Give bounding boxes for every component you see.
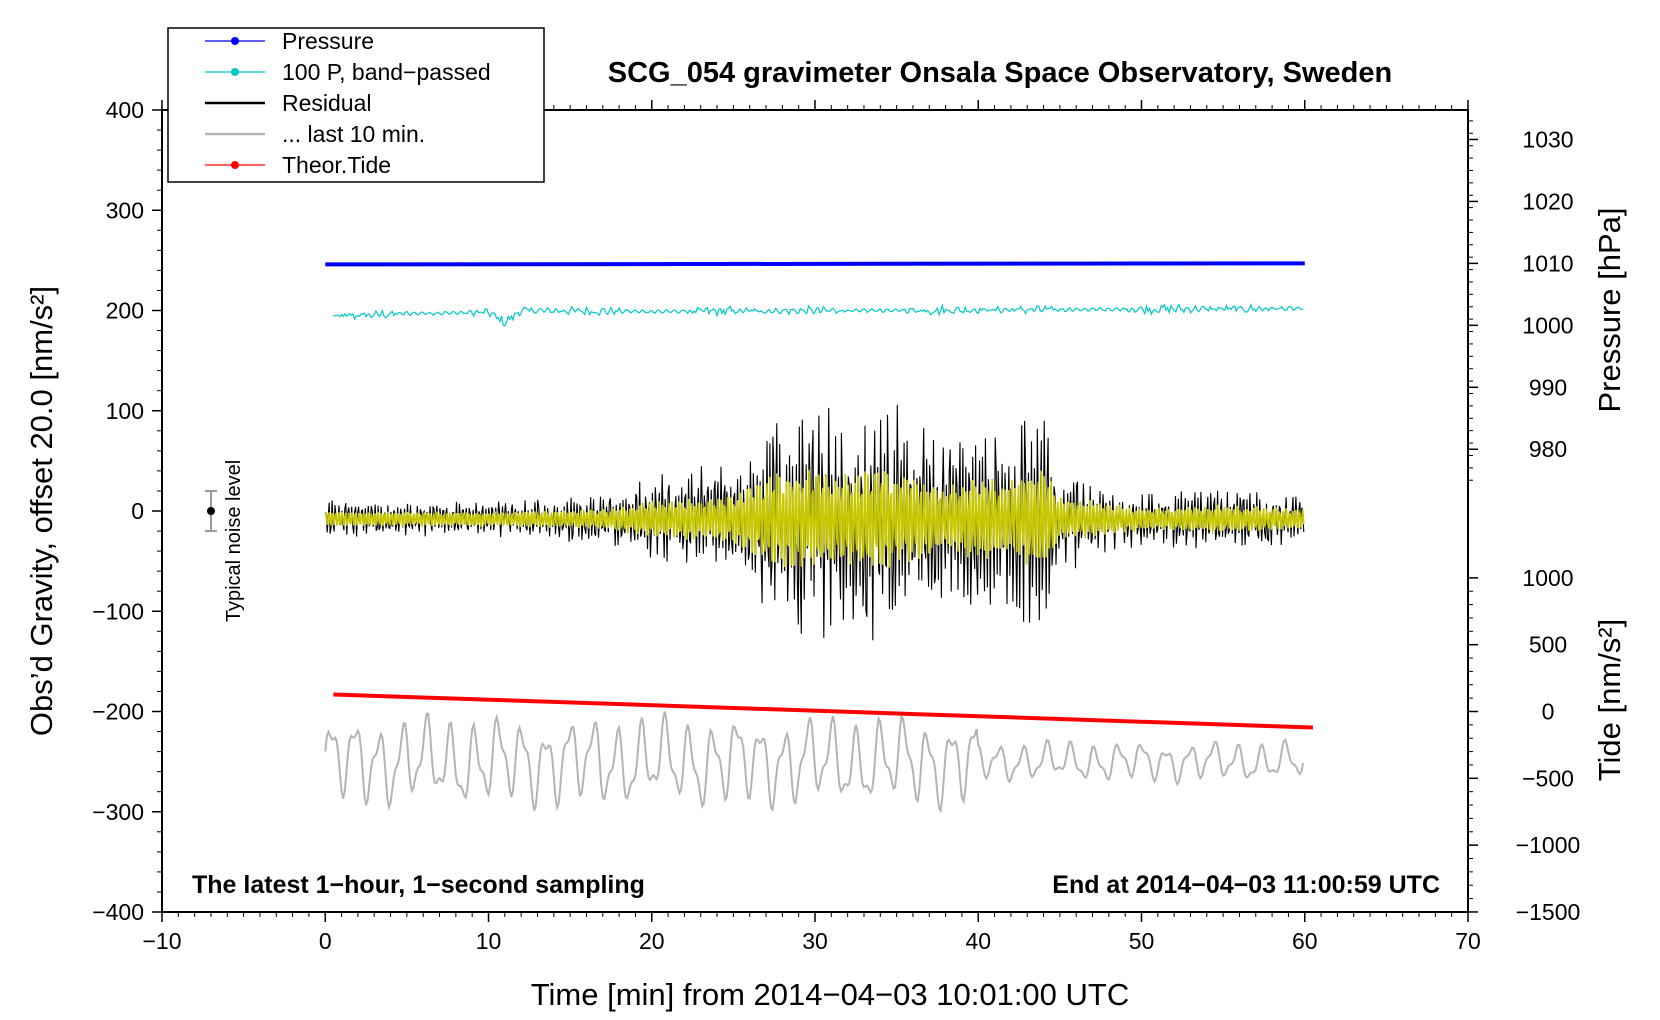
x-tick-label: 0 xyxy=(319,928,332,954)
y-tick-label: 100 xyxy=(106,398,144,424)
noise-marker: Typical noise level xyxy=(204,460,245,622)
x-tick-label: 70 xyxy=(1455,928,1481,954)
series-last-10-min xyxy=(324,711,1305,814)
y-tick-label: 400 xyxy=(106,97,144,123)
y-tick-label: −200 xyxy=(92,699,144,725)
legend-marker xyxy=(231,68,239,76)
y-tick-label: −400 xyxy=(92,899,144,925)
noise-label: Typical noise level xyxy=(223,460,245,622)
y-axis-title-pressure: Pressure [hPa] xyxy=(1592,207,1627,412)
series-residual-filtered xyxy=(324,469,1305,568)
axis-ticks: −10 0 10 20 30 40 50 60 70−400−300−200−100010020… xyxy=(92,97,1580,954)
x-tick-label: 20 xyxy=(639,928,665,954)
y-tick-label: 300 xyxy=(106,197,144,223)
y-tick-label: 0 xyxy=(131,498,144,524)
pressure-tick-label: 990 xyxy=(1529,374,1567,400)
legend-label: 100 P, band−passed xyxy=(282,59,491,85)
tide-tick-label: 500 xyxy=(1529,632,1567,658)
x-tick-label: 50 xyxy=(1129,928,1155,954)
x-tick-label: −10 xyxy=(142,928,181,954)
y-tick-label: −100 xyxy=(92,598,144,624)
pressure-tick-label: 1030 xyxy=(1522,126,1573,152)
legend: Pressure 100 P, band−passed Residual ... la… xyxy=(167,27,545,183)
x-tick-label: 10 xyxy=(476,928,502,954)
pressure-tick-label: 1020 xyxy=(1522,188,1573,214)
legend-label: Pressure xyxy=(282,28,374,54)
pressure-tick-label: 980 xyxy=(1529,436,1567,462)
tide-tick-label: −1000 xyxy=(1516,832,1581,858)
series-theor-tide xyxy=(333,692,1313,730)
tide-tick-label: −1500 xyxy=(1516,899,1581,925)
legend-label: Theor.Tide xyxy=(282,152,391,178)
x-axis-title: Time [min] from 2014−04−03 10:01:00 UTC xyxy=(531,977,1130,1012)
pressure-tick-label: 1000 xyxy=(1522,312,1573,338)
series-band-passed xyxy=(333,303,1304,327)
legend-box xyxy=(167,27,545,183)
legend-label: Residual xyxy=(282,90,372,116)
x-tick-label: 60 xyxy=(1292,928,1318,954)
annotation-end-time: End at 2014−04−03 11:00:59 UTC xyxy=(1052,871,1440,899)
x-tick-label: 40 xyxy=(965,928,991,954)
legend-items: Pressure 100 P, band−passed Residual ... la… xyxy=(205,28,491,178)
chart-title: SCG_054 gravimeter Onsala Space Observat… xyxy=(608,57,1392,89)
y-axis-title-left: Obs’d Gravity, offset 20.0 [nm/s²] xyxy=(24,286,59,736)
series-pressure xyxy=(325,261,1305,267)
y-axis-title-tide: Tide [nm/s²] xyxy=(1592,619,1627,782)
noise-dot xyxy=(206,507,215,515)
x-tick-label: 30 xyxy=(802,928,828,954)
legend-marker xyxy=(231,37,239,45)
legend-marker xyxy=(231,161,239,169)
y-tick-label: 200 xyxy=(106,298,144,324)
tide-tick-label: −500 xyxy=(1522,765,1574,791)
series-layer xyxy=(324,261,1313,814)
tide-tick-label: 0 xyxy=(1542,699,1555,725)
tide-tick-label: 1000 xyxy=(1522,565,1573,591)
legend-label: ... last 10 min. xyxy=(282,121,425,147)
annotation-sampling: The latest 1−hour, 1−second sampling xyxy=(192,871,645,899)
pressure-tick-label: 1010 xyxy=(1522,250,1573,276)
y-tick-label: −300 xyxy=(92,799,144,825)
